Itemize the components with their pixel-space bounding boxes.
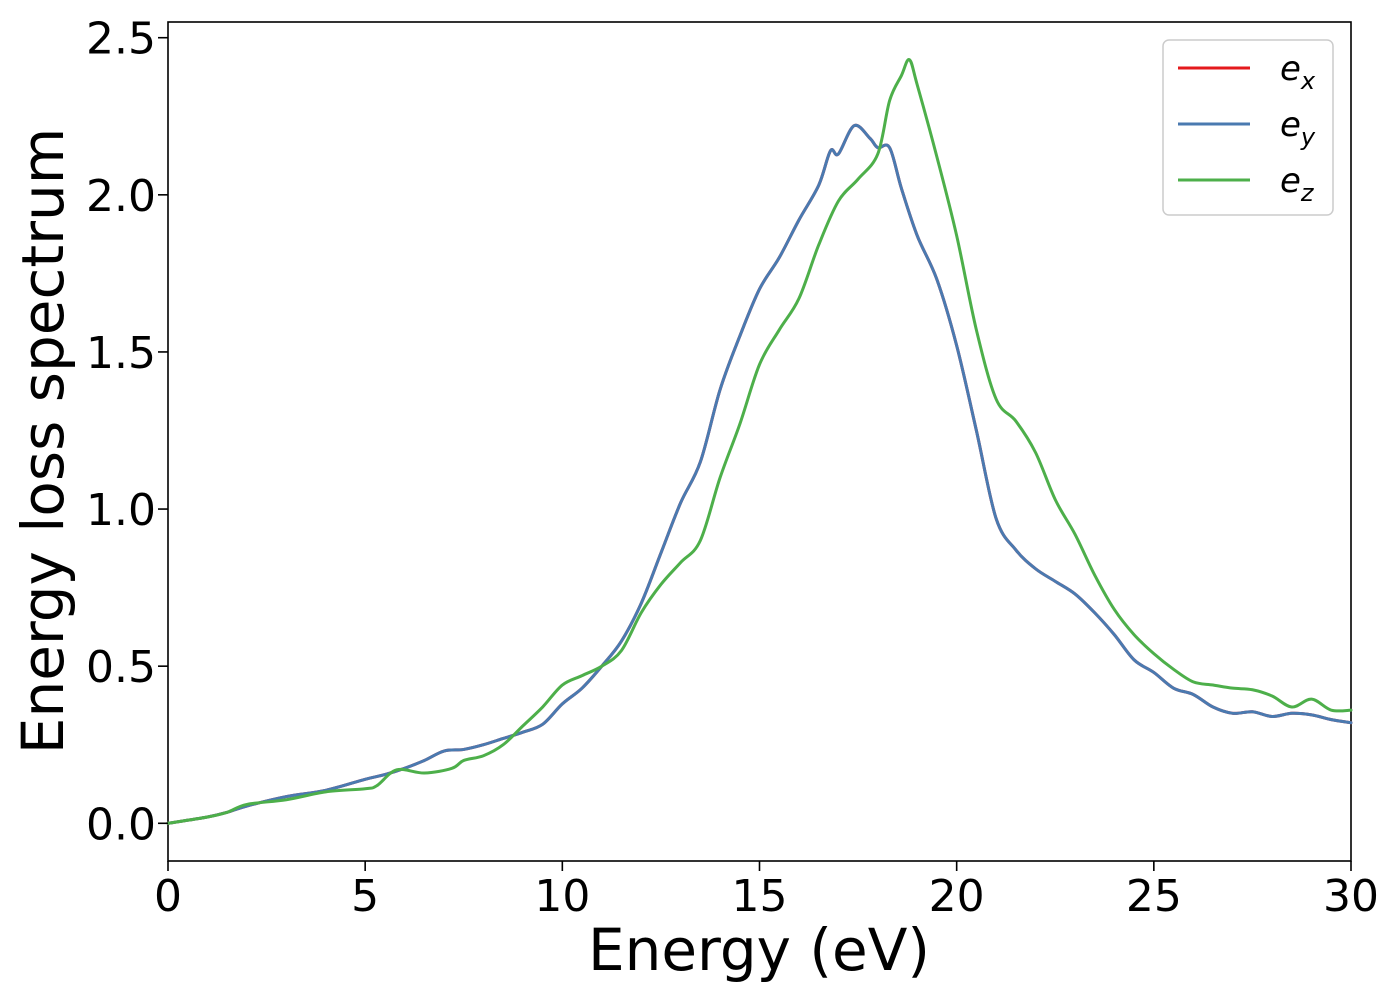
y-tick-label: 0.5 bbox=[86, 642, 156, 693]
x-tick-label: 15 bbox=[732, 871, 788, 922]
y-tick-label: 1.0 bbox=[86, 485, 156, 536]
series-line-z bbox=[166, 58, 1353, 825]
series-line-y bbox=[166, 123, 1353, 825]
x-tick-label: 20 bbox=[929, 871, 985, 922]
x-tick-label: 0 bbox=[154, 871, 182, 922]
legend-label-y: ey bbox=[1280, 105, 1316, 151]
x-tick-label: 25 bbox=[1126, 871, 1182, 922]
legend-box bbox=[1162, 39, 1334, 216]
y-tick-label: 2.5 bbox=[86, 14, 156, 65]
y-axis-ticks: 0.0 0.5 1.0 1.5 2.0 2.5 bbox=[86, 14, 168, 850]
x-tick-label: 5 bbox=[351, 871, 379, 922]
y-axis-title: Energy loss spectrum bbox=[9, 128, 77, 754]
x-axis-ticks: 0 5 10 15 20 25 30 bbox=[154, 861, 1379, 922]
y-tick-label: 0.0 bbox=[86, 799, 156, 850]
legend-label-x: ex bbox=[1280, 49, 1316, 95]
x-tick-label: 30 bbox=[1323, 871, 1379, 922]
y-tick-label: 1.5 bbox=[86, 328, 156, 379]
legend: ex ey ez bbox=[1162, 39, 1334, 216]
legend-label-z: ez bbox=[1280, 161, 1315, 207]
series-lines bbox=[166, 58, 1353, 825]
plot-frame bbox=[167, 21, 1352, 862]
y-tick-label: 2.0 bbox=[86, 171, 156, 222]
x-axis-title: Energy (eV) bbox=[588, 916, 930, 984]
x-tick-label: 10 bbox=[534, 871, 590, 922]
